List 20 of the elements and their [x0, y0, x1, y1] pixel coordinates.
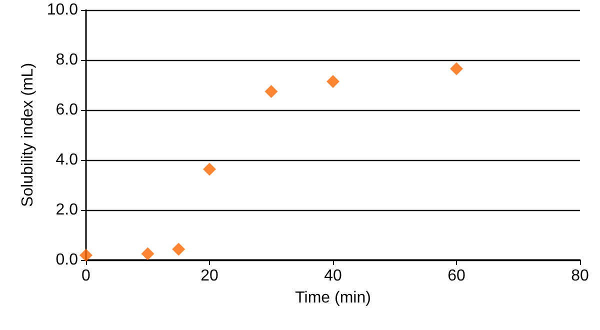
x-tick-label: 80	[571, 268, 589, 284]
y-tick-label: 6.0	[56, 102, 78, 118]
y-tick-label: 8.0	[56, 52, 78, 68]
x-axis-title: Time (min)	[295, 290, 371, 306]
x-tick-label: 20	[200, 268, 218, 284]
y-tick-label: 0.0	[56, 252, 78, 268]
x-tick-label: 60	[448, 268, 466, 284]
x-tick-label: 0	[82, 268, 91, 284]
point	[450, 62, 463, 76]
y-tick-label: 2.0	[56, 202, 78, 218]
point	[141, 247, 154, 260]
point	[326, 75, 340, 88]
point	[203, 162, 216, 176]
x-tick-label: 40	[324, 268, 342, 284]
point	[80, 248, 92, 262]
y-tick-label: 4.0	[56, 152, 78, 168]
point	[172, 242, 186, 256]
y-axis-title: Solubility index (mL)	[19, 62, 36, 208]
point	[264, 85, 278, 98]
y-tick-label: 10.0	[46, 2, 78, 18]
